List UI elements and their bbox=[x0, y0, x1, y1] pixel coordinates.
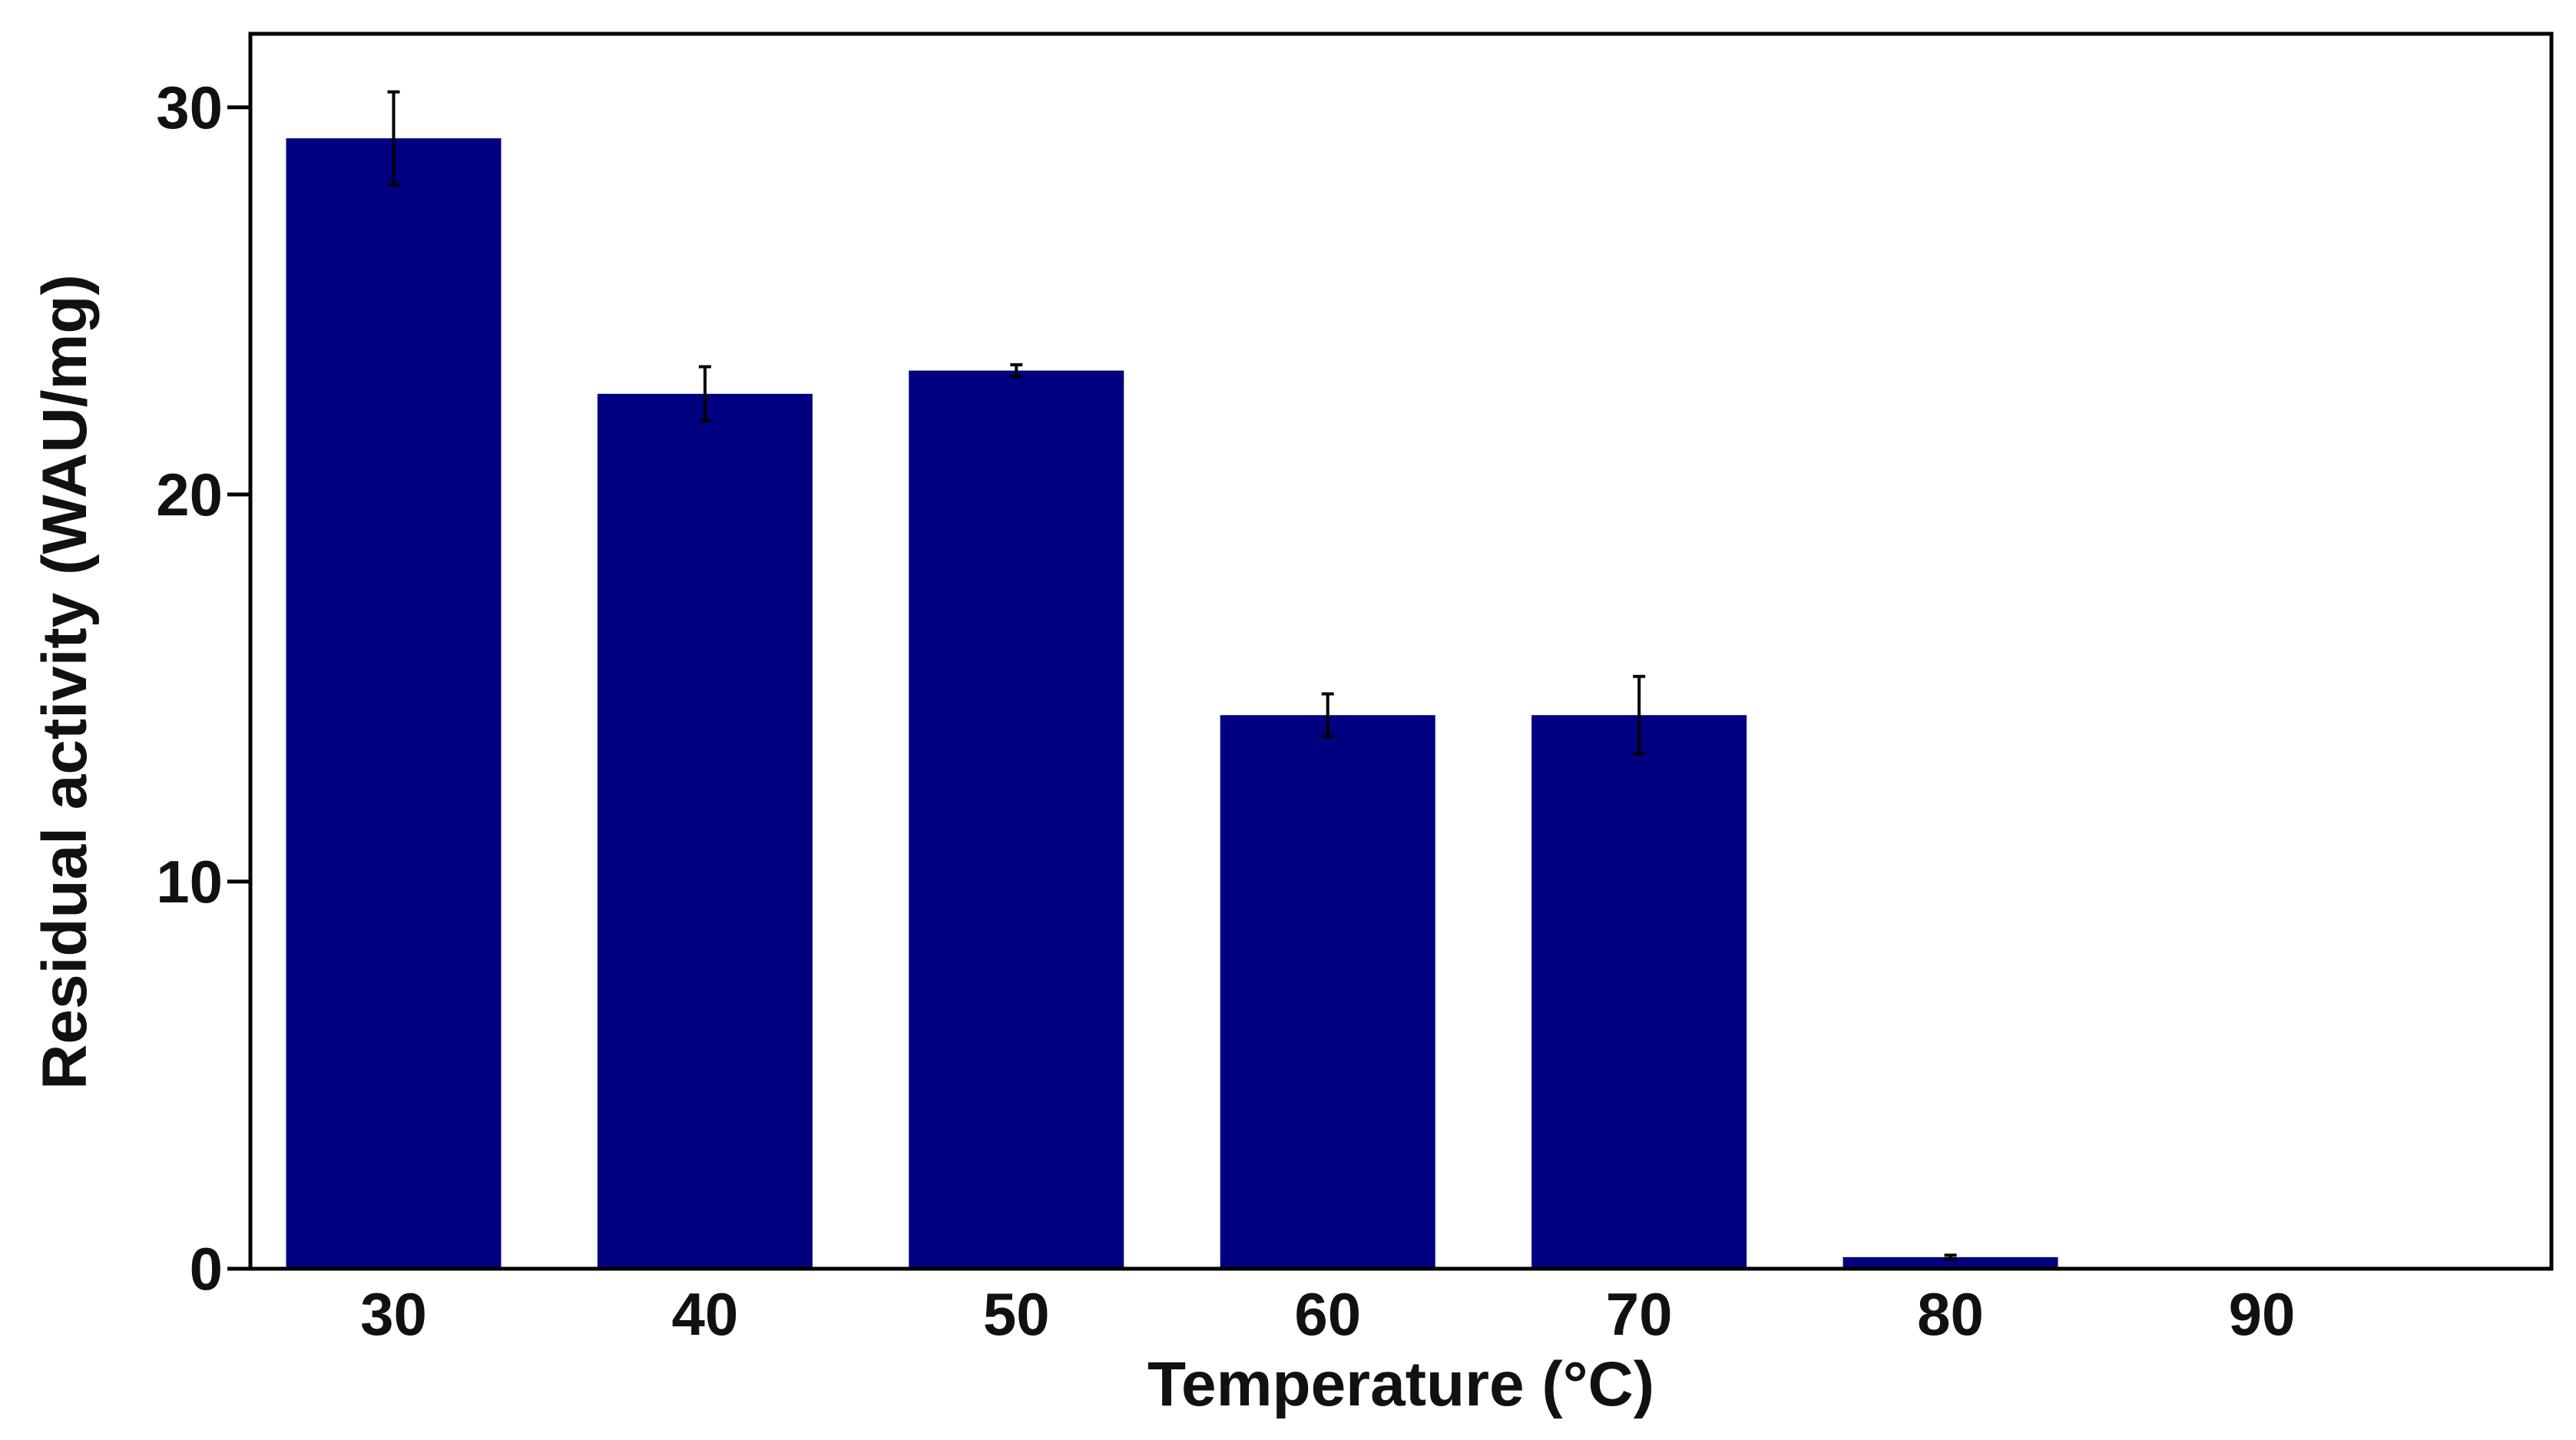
x-tick-label-90: 90 bbox=[2229, 1280, 2296, 1348]
error-bars-layer bbox=[387, 90, 1957, 1261]
bar-40 bbox=[597, 393, 813, 1269]
bar-70 bbox=[1531, 715, 1747, 1269]
bars-layer bbox=[286, 138, 2058, 1270]
error-bar-60 bbox=[1321, 692, 1334, 738]
x-tick-label-40: 40 bbox=[672, 1280, 739, 1348]
error-bar-50 bbox=[1010, 362, 1023, 379]
bar-60 bbox=[1220, 715, 1435, 1269]
x-tick-label-50: 50 bbox=[983, 1280, 1050, 1348]
plot-frame bbox=[248, 31, 2554, 1271]
bar-80 bbox=[1843, 1256, 2058, 1269]
bar-50 bbox=[909, 370, 1124, 1270]
x-tick-label-30: 30 bbox=[360, 1280, 427, 1348]
y-tick-label-30: 30 bbox=[156, 74, 223, 141]
error-bar-30 bbox=[387, 90, 400, 187]
x-tick-label-80: 80 bbox=[1917, 1280, 1984, 1348]
x-tick-label-70: 70 bbox=[1606, 1280, 1673, 1348]
x-axis-title: Temperature (°C) bbox=[1147, 1349, 1654, 1419]
bar-30 bbox=[286, 138, 502, 1269]
y-tick-label-0: 0 bbox=[190, 1235, 223, 1303]
y-axis: 0 10 20 30 bbox=[156, 74, 250, 1303]
y-tick-label-10: 10 bbox=[156, 848, 223, 915]
error-bar-40 bbox=[698, 365, 711, 423]
x-axis: 30 40 50 60 70 80 90 bbox=[360, 1280, 2295, 1348]
y-tick-label-20: 20 bbox=[156, 461, 223, 528]
x-tick-label-60: 60 bbox=[1294, 1280, 1361, 1348]
y-axis-title: Residual activity (WAU/mg) bbox=[30, 274, 100, 1090]
error-bar-70 bbox=[1633, 674, 1646, 756]
error-bar-80 bbox=[1944, 1253, 1957, 1261]
